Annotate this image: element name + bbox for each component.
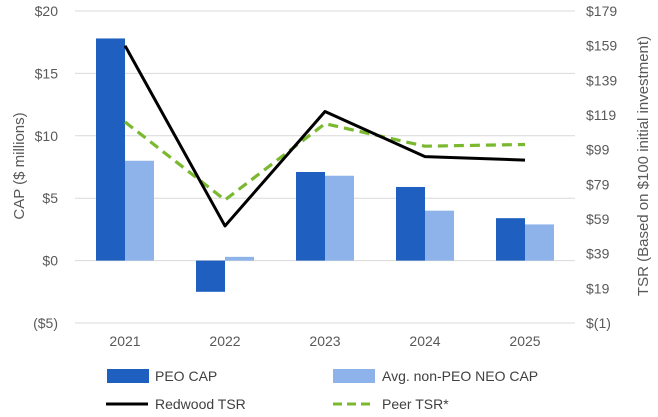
bar-peo-cap-2025 <box>496 218 525 261</box>
right-axis-ticks: $179 $159 $139 $119 $99 $79 $59 $39 $19 $(1) <box>586 3 617 331</box>
right-tick-label: $179 <box>586 3 617 19</box>
right-axis-title: TSR (Based on $100 initial investment) <box>635 36 652 296</box>
line-peer-tsr <box>124 120 526 202</box>
x-tick-label: 2024 <box>409 333 440 349</box>
right-tick-label: $79 <box>586 176 610 192</box>
legend-label-redwood-tsr: Redwood TSR <box>155 396 246 412</box>
line-redwood-tsr <box>123 44 526 228</box>
right-tick-label: $99 <box>586 142 610 158</box>
right-tick-label: $139 <box>586 72 617 88</box>
x-axis-ticks: 2021 2022 2023 2024 2025 <box>109 333 540 349</box>
bar-non-peo-cap-2024 <box>425 210 454 261</box>
x-tick-label: 2023 <box>309 333 340 349</box>
x-tick-label: 2022 <box>209 333 240 349</box>
legend-label-peo-cap: PEO CAP <box>155 368 217 384</box>
bar-peo-cap-2023 <box>296 171 325 261</box>
left-tick-label: ($5) <box>33 315 58 331</box>
left-axis-ticks: $20 $15 $10 $5 $0 ($5) <box>33 3 58 331</box>
right-tick-label: $(1) <box>586 315 611 331</box>
legend-swatch-peo-cap <box>107 369 149 383</box>
x-tick-label: 2021 <box>109 333 140 349</box>
bar-non-peo-cap-2025 <box>525 224 554 261</box>
legend-label-peer-tsr: Peer TSR* <box>382 396 449 412</box>
left-tick-label: $10 <box>35 128 59 144</box>
right-tick-label: $59 <box>586 211 610 227</box>
legend: PEO CAP Avg. non-PEO NEO CAP Redwood TSR… <box>106 368 538 412</box>
bars-group <box>96 38 554 292</box>
left-tick-label: $20 <box>35 3 59 19</box>
legend-item-peer-tsr: Peer TSR* <box>333 396 449 412</box>
right-tick-label: $19 <box>586 280 610 296</box>
legend-swatch-non-peo-cap <box>333 369 375 383</box>
left-tick-label: $0 <box>42 253 58 269</box>
bar-non-peo-cap-2021 <box>125 160 154 261</box>
bar-peo-cap-2024 <box>396 186 425 261</box>
legend-item-peo-cap: PEO CAP <box>107 368 217 384</box>
left-tick-label: $15 <box>35 65 59 81</box>
bar-peo-cap-2021 <box>96 38 125 261</box>
right-tick-label: $119 <box>586 107 616 123</box>
left-axis-title: CAP ($ millions) <box>11 112 28 219</box>
left-tick-label: $5 <box>42 190 58 206</box>
bar-non-peo-cap-2023 <box>325 175 354 261</box>
lines-group <box>123 44 526 228</box>
bar-non-peo-cap-2022 <box>225 256 254 261</box>
legend-item-redwood-tsr: Redwood TSR <box>106 396 246 412</box>
bar-peo-cap-2022 <box>196 260 225 292</box>
x-tick-label: 2025 <box>509 333 540 349</box>
right-tick-label: $159 <box>586 38 617 54</box>
legend-item-non-peo-cap: Avg. non-PEO NEO CAP <box>333 368 538 384</box>
right-tick-label: $39 <box>586 246 610 262</box>
legend-label-non-peo-cap: Avg. non-PEO NEO CAP <box>382 368 538 384</box>
